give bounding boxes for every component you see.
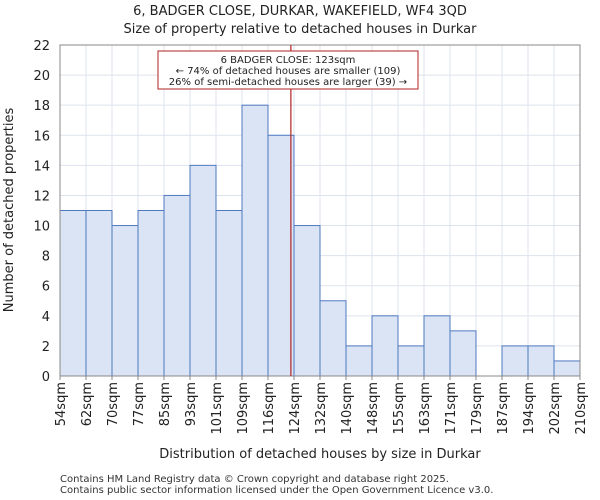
y-tick-label: 16: [33, 129, 50, 144]
x-tick-label: 140sqm: [340, 382, 355, 435]
chart-title-line-1: 6, BADGER CLOSE, DURKAR, WAKEFIELD, WF4 …: [133, 4, 467, 19]
bar: [397, 345, 425, 377]
bar: [137, 210, 165, 377]
y-tick-label: 18: [33, 99, 50, 114]
x-tick-label: 101sqm: [210, 382, 225, 435]
footer-line-1: Contains HM Land Registry data © Crown c…: [60, 474, 449, 485]
x-tick-label: 194sqm: [522, 382, 537, 435]
bar: [241, 104, 269, 377]
bar: [449, 330, 477, 377]
y-tick-label: 0: [42, 370, 50, 385]
x-tick-label: 116sqm: [262, 382, 277, 435]
x-axis-label: Distribution of detached houses by size …: [159, 447, 481, 462]
x-tick-label: 85sqm: [158, 382, 173, 426]
annotation-line: 6 BADGER CLOSE: 123sqm: [221, 55, 356, 66]
y-tick-label: 12: [33, 189, 50, 204]
x-tick-label: 54sqm: [54, 382, 69, 426]
y-tick-label: 6: [42, 280, 50, 295]
property-marker: 6 BADGER CLOSE: 123sqm← 74% of detached …: [157, 45, 419, 376]
chart-title-line-2: Size of property relative to detached ho…: [124, 22, 478, 37]
x-tick-label: 109sqm: [236, 382, 251, 435]
x-tick-label: 179sqm: [470, 382, 485, 435]
x-tick-label: 155sqm: [392, 382, 407, 435]
axes: 0 2 4 6 8 10 12 14 16 18 20 22 54sqm 62sqm 70sqm 77sqm 8…: [33, 39, 589, 435]
bar: [371, 315, 399, 377]
y-tick-label: 8: [42, 250, 50, 265]
bars: [59, 104, 581, 377]
x-tick-label: 132sqm: [314, 382, 329, 435]
bar: [345, 345, 373, 377]
x-tick-label: 171sqm: [444, 382, 459, 435]
y-tick-label: 22: [33, 39, 50, 54]
x-tick-label: 210sqm: [574, 382, 589, 435]
annotation-line: ← 74% of detached houses are smaller (10…: [176, 66, 401, 77]
bar: [111, 225, 139, 377]
bar: [215, 210, 243, 377]
x-tick-label: 62sqm: [80, 382, 95, 426]
x-tick-label: 124sqm: [288, 382, 303, 435]
histogram-chart: 6, BADGER CLOSE, DURKAR, WAKEFIELD, WF4 …: [2, 4, 589, 462]
x-tick-label: 202sqm: [548, 382, 563, 435]
bar: [553, 360, 581, 377]
x-tick-label: 187sqm: [496, 382, 511, 435]
bar: [423, 315, 451, 377]
y-tick-label: 14: [33, 159, 50, 174]
x-tick-label: 93sqm: [184, 382, 199, 426]
annotation-line: 26% of semi-detached houses are larger (…: [169, 77, 407, 88]
x-tick-label: 163sqm: [418, 382, 433, 435]
bar: [189, 164, 217, 377]
y-tick-label: 4: [42, 310, 50, 325]
annotation-box: [157, 50, 419, 90]
bar: [267, 134, 295, 377]
x-tick-label: 70sqm: [106, 382, 121, 426]
y-tick-label: 20: [33, 69, 50, 84]
bar: [501, 345, 529, 377]
bar: [319, 300, 347, 377]
bar: [293, 225, 321, 377]
bar: [527, 345, 555, 377]
bar: [85, 210, 113, 377]
bar: [59, 210, 87, 377]
y-tick-label: 2: [42, 340, 50, 355]
footer-line-2: Contains public sector information licen…: [60, 485, 494, 496]
x-tick-label: 148sqm: [366, 382, 381, 435]
x-tick-label: 77sqm: [132, 382, 147, 426]
y-tick-label: 10: [33, 220, 50, 235]
bar: [163, 194, 191, 377]
y-axis-label: Number of detached properties: [2, 108, 17, 313]
